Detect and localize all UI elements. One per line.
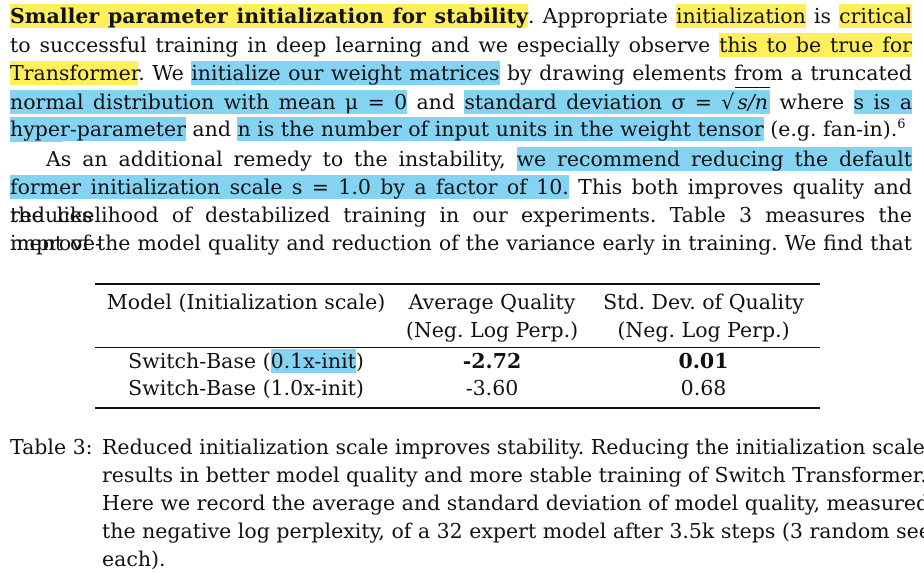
text: by drawing elements from a truncated [499,61,912,85]
highlight-blue: hyper-parameter [10,117,186,141]
text: ) [355,349,364,373]
table-cell-avg: -3.60 [465,376,519,400]
highlight-blue: 0.1x-init [270,349,356,373]
text: to successful training in deep learning … [10,33,720,57]
table-bottom-rule [95,407,820,409]
section-heading: Smaller parameter initialization for sta… [10,4,528,28]
caption-line: Here we record the average and standard … [102,491,924,515]
highlight-yellow: Transformer [10,61,139,85]
para2-line2: former initialization scale s = 1.0 by a… [10,173,912,229]
header-std-quality: Std. Dev. of Quality (Neg. Log Perp.) [587,288,820,344]
text: where [770,90,854,114]
caption-line: results in better model quality and more… [102,463,924,487]
table-top-rule [95,283,820,285]
caption-line: Reduced initialization scale improves st… [102,435,924,459]
highlight-blue: n is the number of input units in the we… [237,117,764,141]
para1-line1: Smaller parameter initialization for sta… [10,2,913,30]
highlight-blue: initialize our weight matrices [191,61,500,85]
para2-line3: the likelihood of destabilized training … [10,203,912,255]
caption-line: each). [102,547,166,571]
text: is [805,4,840,28]
caption-line: the negative log perplexity, of a 32 exp… [102,519,924,543]
table-cell-avg: -2.72 [462,349,522,373]
text: (e.g. fan-in). [763,117,898,141]
text: As an additional remedy to the instabili… [46,147,517,171]
table-row-model: Switch-Base (0.1x-init) [95,347,397,375]
highlight-blue: former initialization scale s = 1.0 by a… [10,175,569,199]
para1-line5: hyper-parameter and n is the number of i… [10,115,912,143]
para1-line3: Transformer. We initialize our weight ma… [10,59,912,87]
table-cell-std: 0.01 [678,349,729,373]
text: . We [138,61,192,85]
table-mid-rule [95,347,820,348]
footnote-marker: 6 [897,117,906,132]
header-std-line1: Std. Dev. of Quality [603,290,804,314]
header-std-line2: (Neg. Log Perp.) [617,318,790,342]
text: and [185,117,238,141]
highlight-yellow: critical [839,4,913,28]
text: and [407,90,465,114]
highlight-yellow: initialization [675,4,806,28]
highlight-blue: normal distribution with mean μ = 0 [10,90,408,114]
para2-line4: ment of the model quality and reduction … [10,231,912,255]
caption-label: Table 3: [10,435,93,459]
text: . Appropriate [527,4,676,28]
highlight-blue: standard deviation σ = √ s/n [464,87,770,116]
text: standard deviation σ = [464,90,722,114]
text: Switch-Base ( [128,349,271,373]
table-cell-std: 0.68 [680,376,727,400]
header-avg-line1: Average Quality [408,290,576,314]
header-avg-quality: Average Quality (Neg. Log Perp.) [397,288,587,344]
sqrt-term: s/n [735,87,770,116]
text: This both improves quality and reduces [10,175,912,227]
header-model: Model (Initialization scale) [106,290,386,314]
table-row-model: Switch-Base (1.0x-init) [128,376,364,400]
header-avg-line2: (Neg. Log Perp.) [405,318,579,342]
